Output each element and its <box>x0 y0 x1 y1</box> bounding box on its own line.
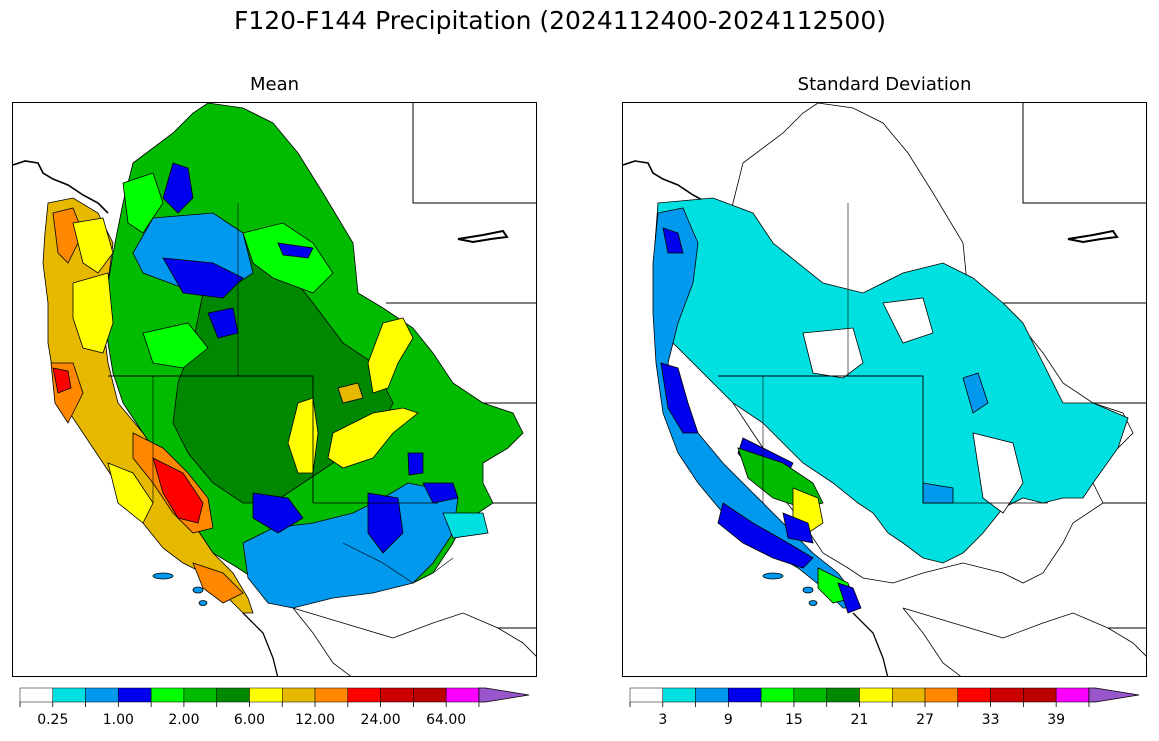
stddev-map <box>622 102 1147 677</box>
colorbar-tick-label: 33 <box>981 712 1000 728</box>
colorbar-segment <box>282 687 316 703</box>
colorbar-segment <box>892 687 926 703</box>
colorbar-segment <box>347 687 381 703</box>
colorbar-segment <box>826 687 860 703</box>
mean-colorbar <box>19 687 530 707</box>
colorbar-segment <box>924 687 959 703</box>
colorbar-segment <box>629 687 664 703</box>
colorbar-segment <box>957 687 991 703</box>
colorbar-segment <box>859 687 893 703</box>
colorbar-segment <box>85 687 119 703</box>
colorbar-segment <box>1055 687 1090 703</box>
colorbar-segment <box>249 687 283 703</box>
colorbar-segment <box>662 687 696 703</box>
colorbar-tick-label: 39 <box>1047 712 1066 728</box>
colorbar-segment <box>118 687 152 703</box>
colorbar-tick-label: 9 <box>723 712 733 728</box>
stddev-colorbar <box>629 687 1140 707</box>
colorbar-segment <box>445 687 480 703</box>
colorbar-tick-label: 1.00 <box>102 712 134 728</box>
colorbar-segment <box>150 687 185 703</box>
colorbar-tick-label: 6.00 <box>233 712 266 728</box>
figure-title: F120-F144 Precipitation (2024112400-2024… <box>233 6 886 35</box>
colorbar-tick-label: 27 <box>916 712 934 728</box>
colorbar-tick-label: 0.25 <box>37 712 69 728</box>
colorbar-segment <box>760 687 795 703</box>
colorbar-segment <box>52 687 86 703</box>
colorbar-segment <box>314 687 349 703</box>
colorbar-tick-label: 3 <box>658 712 668 728</box>
colorbar-tick-label: 12.00 <box>294 712 336 728</box>
colorbar-tick-label: 24.00 <box>360 712 401 728</box>
colorbar-segment <box>216 687 250 703</box>
colorbar-tick-label: 64.00 <box>426 712 467 728</box>
colorbar-segment <box>728 687 762 703</box>
mean-panel-title: Mean <box>249 74 300 95</box>
colorbar-tick-label: 15 <box>784 712 803 728</box>
colorbar-extend-arrow <box>1088 687 1140 703</box>
colorbar-segment <box>413 687 447 703</box>
colorbar-segment <box>695 687 729 703</box>
colorbar-tick-label: 2.00 <box>168 712 200 728</box>
colorbar-extend-arrow <box>478 687 530 703</box>
colorbar-segment <box>1023 687 1057 703</box>
colorbar-tick-label: 21 <box>850 712 869 728</box>
colorbar-segment <box>793 687 827 703</box>
colorbar-segment <box>183 687 217 703</box>
stddev-panel-title: Standard Deviation <box>797 74 972 95</box>
mean-map <box>12 102 537 677</box>
colorbar-segment <box>19 687 54 703</box>
colorbar-segment <box>990 687 1024 703</box>
colorbar-segment <box>380 687 414 703</box>
